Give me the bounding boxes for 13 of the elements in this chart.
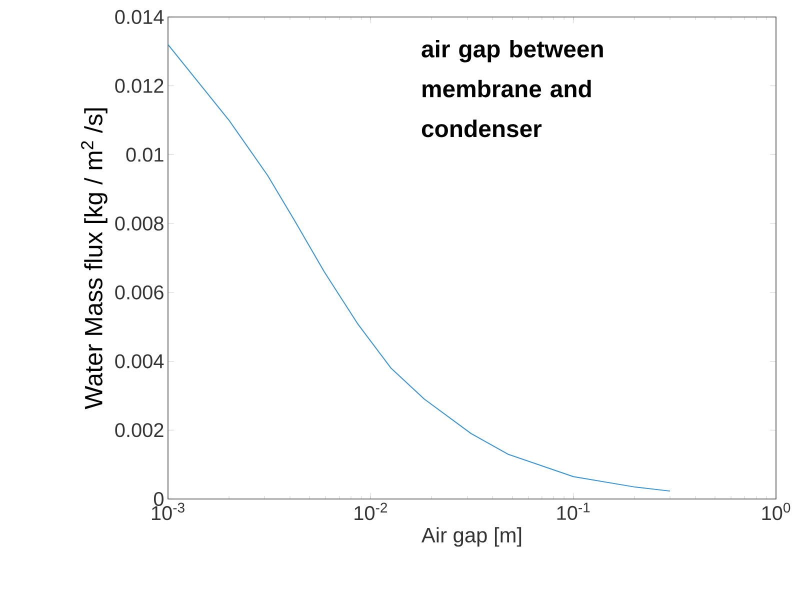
y-tick-label: 0.008 bbox=[115, 216, 164, 231]
y-tick-label: 0.006 bbox=[115, 285, 164, 300]
y-tick-label: 0.004 bbox=[115, 354, 164, 368]
x-tick-label: 10$^{-2}$ bbox=[354, 502, 388, 520]
x-tick-label: 10$^{-1}$ bbox=[557, 502, 590, 520]
x-axis-title: Air gap [m] bbox=[421, 527, 522, 547]
y-tick-label: 0.01 bbox=[126, 148, 164, 162]
x-tick-label: 10$^{0}$ bbox=[762, 502, 790, 520]
y-tick-label: 0.002 bbox=[115, 423, 164, 438]
y-axis-title: Water Mass flux [kg / m$^{2}$ /s] bbox=[81, 108, 108, 410]
y-tick-label: 0.012 bbox=[115, 78, 164, 93]
annotation: air gap between membrane and condenser bbox=[422, 40, 603, 138]
y-tick-label: 0.014 bbox=[115, 10, 164, 24]
